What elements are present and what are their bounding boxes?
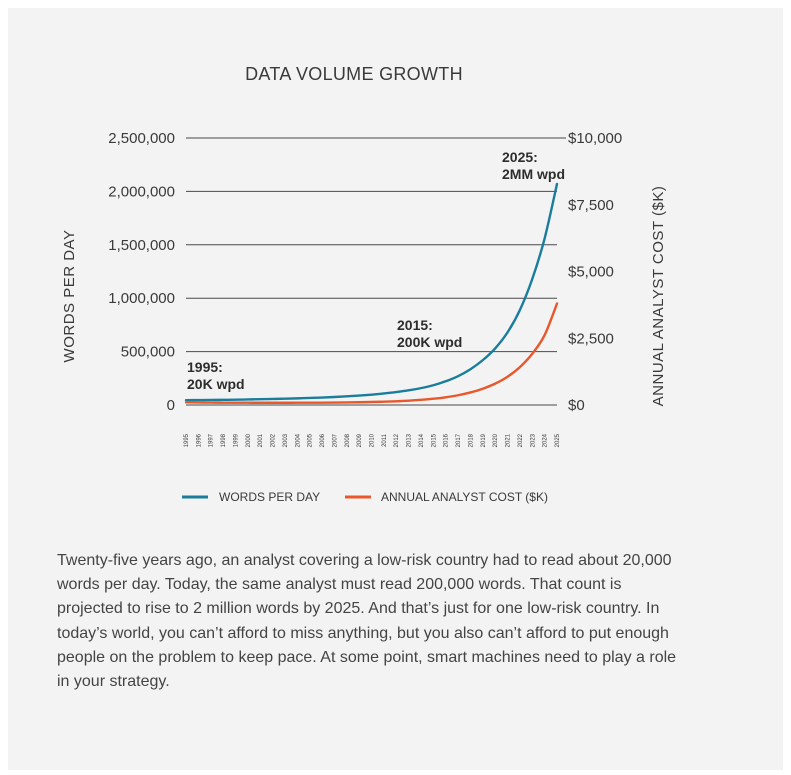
x-tick-label: 1996 xyxy=(196,433,202,447)
chart-title: DATA VOLUME GROWTH xyxy=(245,64,463,84)
x-tick-label: 2019 xyxy=(481,433,487,447)
annotation-2025-year: 2025: xyxy=(502,149,538,165)
x-tick-label: 2024 xyxy=(543,433,549,447)
gridlines xyxy=(186,137,566,406)
annotation-2015-year: 2015: xyxy=(397,317,433,333)
legend-label-words-per-day: WORDS PER DAY xyxy=(219,490,320,504)
left-tick-label: 500,000 xyxy=(121,344,175,361)
chart-card xyxy=(8,8,783,770)
x-tick-label: 2009 xyxy=(357,433,363,447)
x-tick-label: 2018 xyxy=(468,433,474,447)
x-tick-label: 2012 xyxy=(394,433,400,447)
right-axis-title: ANNUAL ANALYST COST ($K) xyxy=(650,186,667,407)
annotation-1995-year: 1995: xyxy=(187,359,223,375)
x-tick-label: 2016 xyxy=(444,433,450,447)
left-tick-label: 0 xyxy=(167,397,175,414)
x-tick-label: 2005 xyxy=(308,433,314,447)
right-tick-label: $7,500 xyxy=(568,197,614,214)
right-tick-label: $10,000 xyxy=(568,130,622,147)
x-tick-label: 2004 xyxy=(295,433,301,447)
x-tick-label: 2020 xyxy=(493,433,499,447)
x-tick-label: 2011 xyxy=(382,433,388,447)
left-tick-label: 1,500,000 xyxy=(108,237,175,254)
legend: WORDS PER DAY ANNUAL ANALYST COST ($K) xyxy=(182,490,548,504)
x-tick-label: 2023 xyxy=(530,433,536,447)
x-tick-label: 1995 xyxy=(184,433,190,447)
right-tick-label: $5,000 xyxy=(568,264,614,281)
right-tick-label: $0 xyxy=(568,397,585,414)
x-tick-label: 2021 xyxy=(506,433,512,447)
x-tick-label: 2007 xyxy=(332,433,338,447)
x-tick-label: 2006 xyxy=(320,433,326,447)
annotation-2015: 2015: 200K wpd xyxy=(397,317,462,350)
series-line-words-per-day xyxy=(184,182,559,402)
right-tick-label: $2,500 xyxy=(568,330,614,347)
annotation-1995: 1995: 20K wpd xyxy=(187,359,245,392)
x-axis-ticks: 1995 1996 1997 1998 1999 2000 2001 2002 2003 2004… xyxy=(184,433,561,447)
x-tick-label: 2001 xyxy=(258,433,264,447)
x-tick-label: 1999 xyxy=(233,433,239,447)
x-tick-label: 2017 xyxy=(456,433,462,447)
annotation-2025-value: 2MM wpd xyxy=(502,166,565,182)
x-tick-label: 1998 xyxy=(221,433,227,447)
annotation-1995-value: 20K wpd xyxy=(187,376,245,392)
left-axis-ticks: 2,500,000 2,000,000 1,500,000 1,000,000 500,… xyxy=(108,130,175,414)
annotation-2015-value: 200K wpd xyxy=(397,334,462,350)
x-tick-label: 2022 xyxy=(518,433,524,447)
x-tick-label: 2010 xyxy=(370,433,376,447)
annotation-2025: 2025: 2MM wpd xyxy=(502,149,565,182)
x-tick-label: 2008 xyxy=(345,433,351,447)
body-paragraph: Twenty-five years ago, an analyst coveri… xyxy=(57,552,677,691)
series-lines xyxy=(184,182,559,404)
right-axis-ticks: $10,000 $7,500 $5,000 $2,500 $0 xyxy=(568,130,622,414)
x-tick-label: 2014 xyxy=(419,433,425,447)
left-tick-label: 2,000,000 xyxy=(108,183,175,200)
x-tick-label: 2003 xyxy=(283,433,289,447)
series-line-analyst-cost xyxy=(184,302,559,404)
x-tick-label: 2025 xyxy=(555,433,561,447)
x-tick-label: 1997 xyxy=(209,433,215,447)
x-tick-label: 2015 xyxy=(431,433,437,447)
legend-label-analyst-cost: ANNUAL ANALYST COST ($K) xyxy=(381,490,548,504)
left-tick-label: 1,000,000 xyxy=(108,290,175,307)
left-axis-title: WORDS PER DAY xyxy=(61,230,78,363)
left-tick-label: 2,500,000 xyxy=(108,130,175,147)
x-tick-label: 2002 xyxy=(271,433,277,447)
x-tick-label: 2013 xyxy=(407,433,413,447)
x-tick-label: 2000 xyxy=(246,433,252,447)
